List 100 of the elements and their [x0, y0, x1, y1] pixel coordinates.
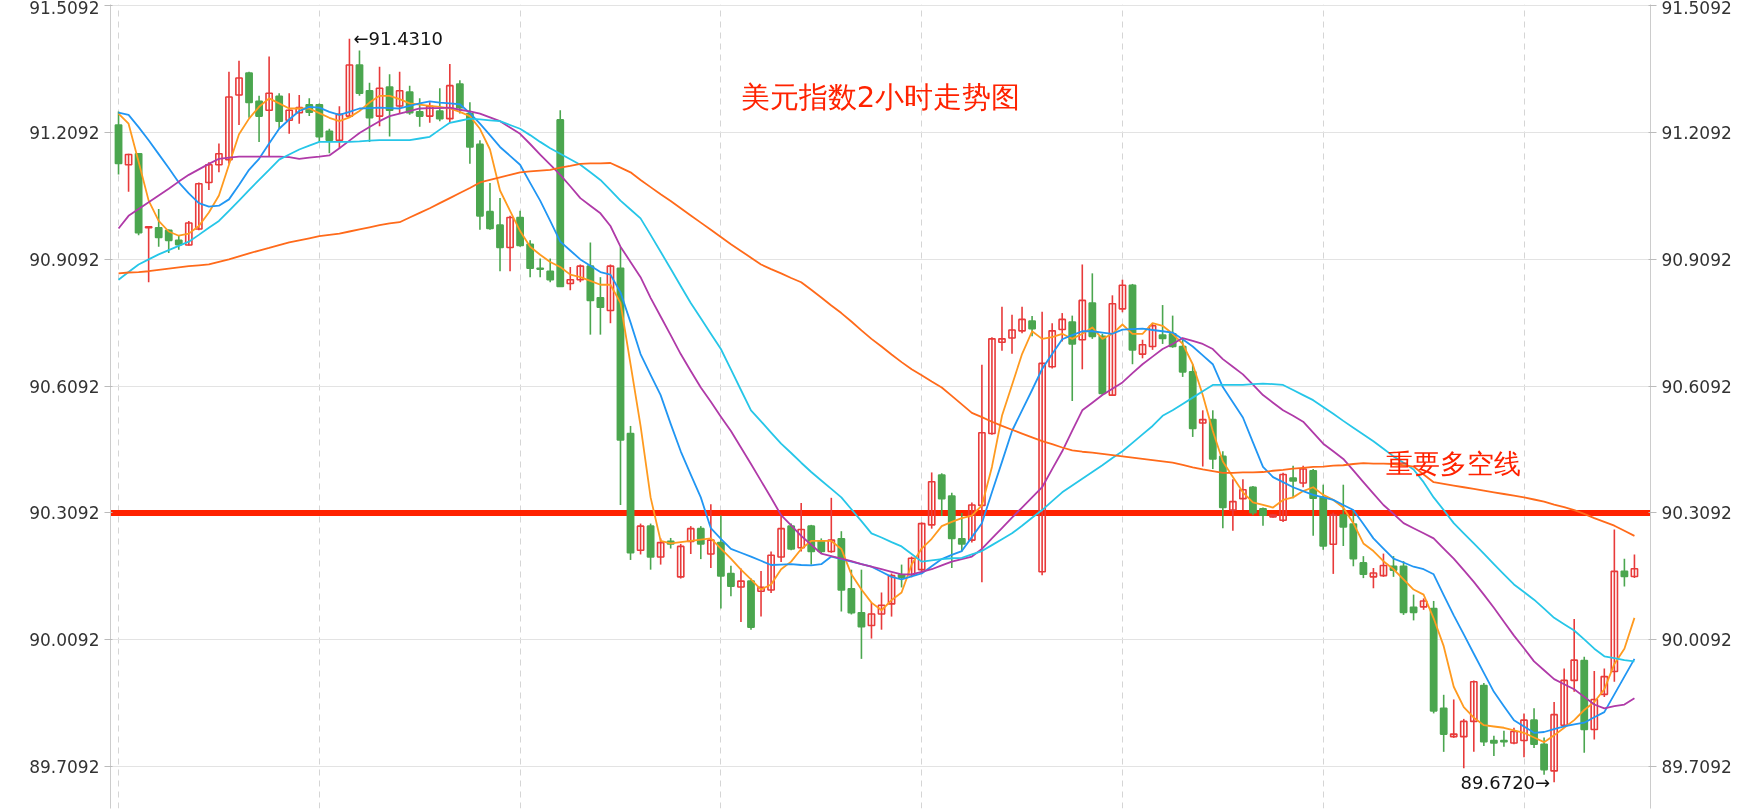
- candlestick: [596, 276, 605, 336]
- candlestick: [425, 101, 434, 124]
- candlestick: [1299, 464, 1308, 489]
- y-tick-label: 89.7092: [29, 757, 100, 778]
- candlestick: [937, 472, 946, 517]
- candlestick: [215, 142, 223, 174]
- candlestick: [998, 305, 1006, 352]
- candlestick: [1620, 557, 1629, 588]
- candlestick: [737, 567, 745, 623]
- candlestick: [917, 521, 926, 573]
- candlestick: [1228, 478, 1237, 532]
- candlestick: [636, 522, 645, 556]
- candlestick: [1630, 553, 1639, 579]
- y-tick-label: 91.5092: [29, 0, 100, 18]
- candlestick: [445, 63, 454, 124]
- candlestick: [988, 336, 996, 436]
- candlestick: [977, 363, 986, 584]
- candlestick: [285, 92, 294, 135]
- candlestick: [676, 543, 685, 580]
- candlestick: [566, 266, 575, 292]
- y2-tick-label: 91.2092: [1661, 123, 1732, 143]
- candlestick: [154, 208, 163, 248]
- candlestick: [1610, 528, 1619, 683]
- candlestick: [887, 572, 896, 618]
- candlestick: [767, 550, 775, 594]
- candlestick: [1038, 311, 1047, 576]
- candlestick: [1078, 263, 1087, 371]
- candlestick: [1239, 478, 1247, 511]
- y2-tick-label: 90.0092: [1661, 630, 1732, 651]
- candlestick: [415, 97, 424, 128]
- candlestick: [1048, 322, 1057, 370]
- y-tick-label: 90.9092: [29, 249, 100, 270]
- candlestick: [455, 79, 464, 115]
- candlestick: [727, 565, 735, 598]
- candlestick: [496, 197, 504, 273]
- candlestick: [1359, 555, 1368, 579]
- candlestick: [546, 257, 555, 284]
- candlestick: [1379, 552, 1388, 578]
- y-tick-label: 90.0092: [29, 630, 100, 651]
- candlestick: [857, 568, 866, 660]
- candlestick: [1369, 567, 1378, 590]
- candlestick: [1058, 312, 1067, 343]
- candlestick: [1459, 718, 1468, 770]
- candlestick: [486, 182, 494, 231]
- candlestick: [967, 501, 976, 544]
- candlestick: [1028, 315, 1036, 338]
- candlestick: [706, 503, 715, 569]
- y2-tick-label: 91.5092: [1661, 0, 1732, 18]
- candlestick: [536, 257, 545, 278]
- candlestick: [184, 220, 193, 247]
- candlestick: [1138, 338, 1147, 360]
- y2-tick-label: 89.7092: [1661, 757, 1732, 778]
- candlestick: [375, 65, 384, 128]
- candlestick: [1409, 593, 1418, 622]
- candlestick: [1148, 322, 1157, 351]
- y-tick-label: 91.2092: [29, 123, 100, 143]
- line-series: [117, 162, 1636, 537]
- y2-tick-label: 90.9092: [1661, 249, 1732, 270]
- candlestick: [907, 555, 916, 579]
- candlestick: [1489, 734, 1498, 757]
- candlestick: [957, 512, 966, 553]
- candlestick: [235, 59, 243, 126]
- candlestick: [194, 181, 203, 232]
- candlestick: [1550, 701, 1559, 784]
- candlestick: [877, 591, 886, 631]
- candlestick: [1008, 313, 1016, 355]
- candlestick: [1329, 511, 1338, 575]
- candlestick: [335, 105, 344, 150]
- y-tick-label: 90.3092: [29, 503, 100, 524]
- candlestick: [1590, 670, 1599, 741]
- candlestick: [1289, 464, 1298, 500]
- candlestick: [606, 263, 615, 325]
- candlestick: [1570, 618, 1579, 693]
- candlestick: [686, 525, 695, 555]
- candlestick: [1600, 667, 1609, 698]
- candlestick: [827, 497, 836, 554]
- candlestick: [395, 70, 404, 115]
- candlestick: [124, 152, 133, 193]
- candlestick: [1158, 304, 1167, 345]
- candlestick: [435, 87, 444, 122]
- candlestick: [325, 127, 334, 155]
- candlestick: [757, 570, 765, 618]
- candlestick: [265, 55, 274, 158]
- candlestick: [204, 161, 213, 191]
- candlestick: [1339, 483, 1348, 547]
- annotation: 89.6720→: [1460, 771, 1551, 793]
- y2-tick-label: 90.6092: [1661, 376, 1732, 397]
- candlestick: [777, 515, 786, 563]
- candlestick: [1520, 712, 1528, 759]
- candlestick: [797, 502, 806, 553]
- candlestick: [696, 525, 705, 560]
- candlestick: [295, 94, 304, 125]
- candlestick: [1469, 679, 1478, 753]
- candlestick: [1018, 305, 1026, 335]
- candlestick: [1560, 667, 1569, 729]
- candlestick: [927, 471, 936, 530]
- candlestick: [1108, 294, 1117, 397]
- y-tick-label: 90.6092: [29, 376, 100, 397]
- candlestick: [1279, 472, 1287, 523]
- candlestick: [225, 70, 233, 165]
